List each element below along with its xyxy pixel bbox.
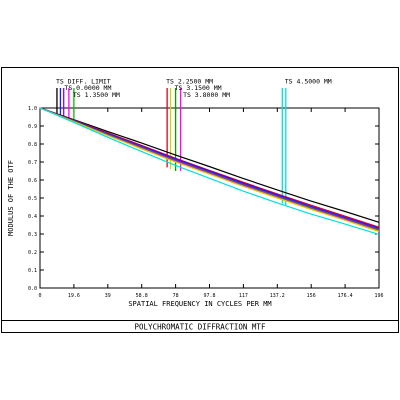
x-tick-label: 156	[307, 293, 316, 299]
y-tick-label: 0.5	[28, 196, 37, 202]
marker-lines	[56, 88, 287, 206]
legend-label: TS DIFF. LIMIT	[56, 78, 111, 86]
x-tick-label: 58.8	[136, 293, 148, 299]
y-tick-label: 1.0	[28, 106, 37, 112]
x-tick-label: 0	[38, 293, 41, 299]
series-line	[39, 107, 380, 235]
y-tick-label: 0.8	[28, 142, 37, 148]
y-tick-label: 0.2	[28, 250, 37, 256]
x-axis-title: SPATIAL FREQUENCY IN CYCLES PER MM	[128, 300, 271, 308]
y-tick-label: 0.4	[28, 214, 37, 220]
x-tick-label: 176.4	[338, 293, 353, 299]
legend-label: TS 0.0000 MM	[64, 84, 111, 92]
legend-label: TS 3.8000 MM	[183, 91, 230, 99]
y-tick-label: 0.6	[28, 178, 37, 184]
x-tick-label: 137.2	[270, 293, 285, 299]
y-tick-label: 0.9	[28, 124, 37, 130]
x-tick-label: 39	[105, 293, 111, 299]
x-tick-label: 19.6	[68, 293, 80, 299]
series-line	[39, 107, 380, 223]
x-tick-label: 117	[239, 293, 248, 299]
legend-label: TS 3.1500 MM	[175, 84, 222, 92]
x-tick-label: 196	[374, 293, 383, 299]
y-tick-label: 0.7	[28, 160, 37, 166]
y-tick-label: 0.3	[28, 232, 37, 238]
y-tick-label: 0.0	[28, 286, 37, 292]
outer-frame	[1, 67, 399, 333]
x-tick-label: 78	[173, 293, 179, 299]
series-line	[39, 107, 380, 228]
series-line	[39, 107, 380, 233]
chart-caption: POLYCHROMATIC DIFFRACTION MTF	[135, 323, 266, 332]
y-axis-title: MODULUS OF THE OTF	[7, 160, 15, 236]
axis-ticks: 0 19.6 39 58.8 78 97.8 117 137.2 156 176.4 196 0.0 0…	[28, 106, 384, 299]
x-tick-label: 97.8	[203, 293, 215, 299]
plot-area	[39, 107, 380, 289]
y-tick-label: 0.1	[28, 268, 37, 274]
legend-label: TS 1.3500 MM	[73, 91, 120, 99]
legend-label: TS 2.2500 MM	[166, 78, 213, 86]
legend-label: TS 4.5000 MM	[285, 78, 332, 86]
series-lines	[39, 107, 380, 235]
